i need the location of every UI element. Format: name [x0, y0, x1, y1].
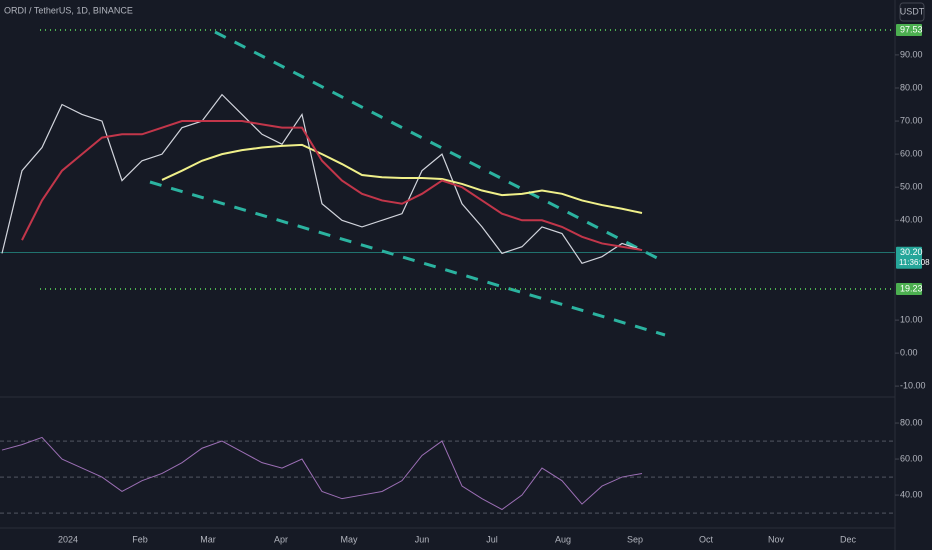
rsi-tick-label: 40.00	[900, 489, 923, 499]
channel-upper	[214, 30, 666, 264]
price-tag-label: 30.20	[900, 247, 923, 257]
v-tick-label: 0.00	[900, 347, 918, 357]
symbol-title: ORDI / TetherUS, 1D, BINANCE	[4, 5, 133, 15]
rsi-tick-label: 60.00	[900, 453, 923, 463]
y-tick-label: 70.00	[900, 115, 923, 125]
time-label: Sep	[627, 534, 643, 544]
y-tick-label: 60.00	[900, 149, 923, 159]
time-label: Dec	[840, 534, 857, 544]
time-label: Apr	[274, 534, 288, 544]
v-tick-label: -10.00	[900, 380, 926, 390]
series-line	[21, 120, 643, 252]
time-label: Feb	[132, 534, 148, 544]
series-line	[1, 93, 643, 264]
y-tick-label: 80.00	[900, 82, 923, 92]
v-tick-label: 10.00	[900, 314, 923, 324]
price-tag	[896, 24, 922, 36]
price-tag-label: 19.23	[900, 283, 923, 293]
time-label: Aug	[555, 534, 571, 544]
time-label: 2024	[58, 534, 78, 544]
time-label: Oct	[699, 534, 714, 544]
rsi-line	[1, 436, 643, 511]
price-tag-label: 97.53	[900, 24, 923, 34]
currency-button[interactable]	[899, 2, 925, 22]
time-label: May	[340, 534, 358, 544]
channel-lower	[149, 180, 666, 337]
time-label: Jun	[415, 534, 430, 544]
time-label: Nov	[768, 534, 785, 544]
y-tick-label: 40.00	[900, 215, 923, 225]
time-label: Jul	[486, 534, 498, 544]
time-label: Mar	[200, 534, 216, 544]
price-tag	[896, 246, 922, 269]
price-tag	[896, 282, 922, 295]
y-tick-label: 90.00	[900, 49, 923, 59]
y-tick-label: 50.00	[900, 182, 923, 192]
rsi-tick-label: 80.00	[900, 417, 923, 427]
countdown: 11:36:08	[899, 258, 930, 267]
series-line	[161, 143, 643, 214]
currency-label: USDT	[900, 6, 925, 16]
